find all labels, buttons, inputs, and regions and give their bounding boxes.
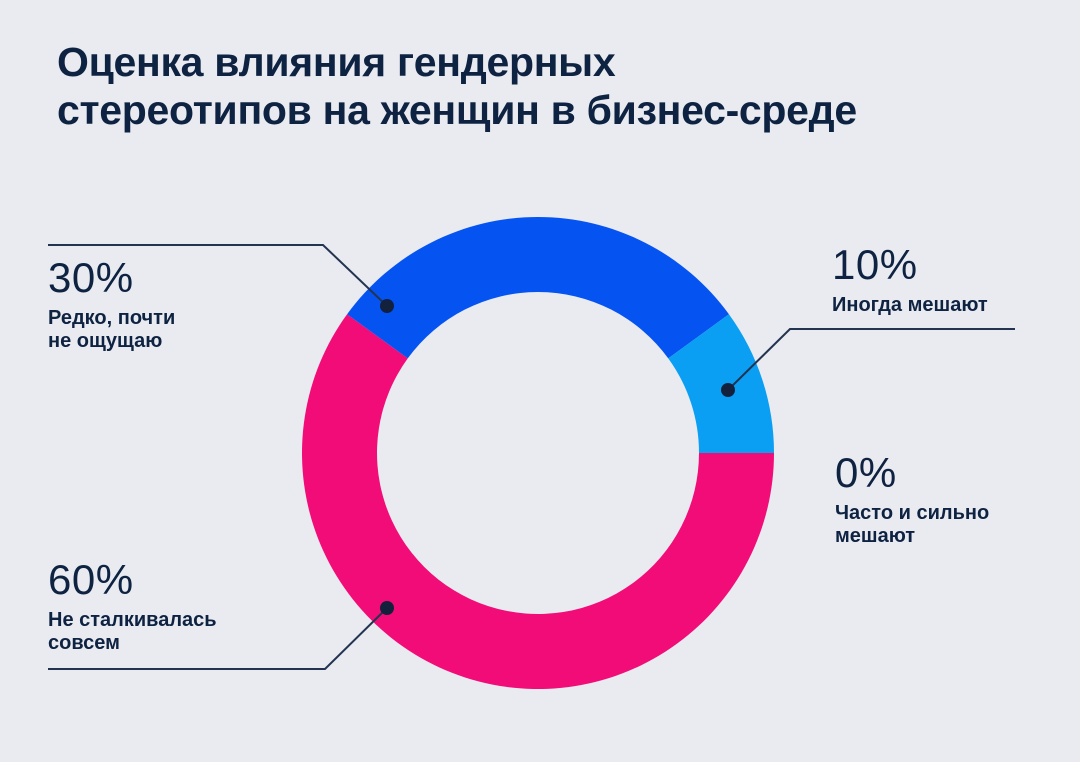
- callout-connector-line-not-encountered: [48, 607, 388, 670]
- callout-label: Часто и сильно мешают: [835, 502, 990, 547]
- callout-percent: 30%: [48, 254, 134, 301]
- callout-connector-line-sometimes: [727, 328, 1015, 391]
- page-title-line1: Оценка влияния гендерных: [57, 39, 616, 85]
- callout-often: 0% Часто и сильно мешают: [835, 452, 989, 548]
- donut-segment-sometimes: [668, 314, 774, 453]
- callout-connector-line-rarely: [48, 244, 388, 307]
- callout-connector-dot-not-encountered: [380, 601, 394, 615]
- callout-label: Не сталкивалась совсем: [48, 609, 217, 654]
- callout-connector-dot-rarely: [380, 299, 394, 313]
- donut-segment-rarely: [347, 216, 729, 359]
- callout-not-encountered: 60% Не сталкивалась совсем: [48, 559, 217, 655]
- page-title-line2: стереотипов на женщин в бизнес-среде: [57, 87, 857, 133]
- callout-percent: 60%: [48, 556, 134, 603]
- donut-segment-not-encountered: [301, 314, 774, 689]
- callout-percent: 10%: [832, 241, 918, 288]
- callout-percent: 0%: [835, 449, 897, 496]
- callout-sometimes: 10% Иногда мешают: [832, 244, 988, 317]
- callout-rarely: 30% Редко, почти не ощущаю: [48, 257, 175, 353]
- callout-label: Редко, почти не ощущаю: [48, 307, 176, 352]
- page-title: Оценка влияния гендерных стереотипов на …: [57, 38, 1047, 134]
- callout-label: Иногда мешают: [832, 294, 988, 316]
- callout-connector-dot-sometimes: [721, 383, 735, 397]
